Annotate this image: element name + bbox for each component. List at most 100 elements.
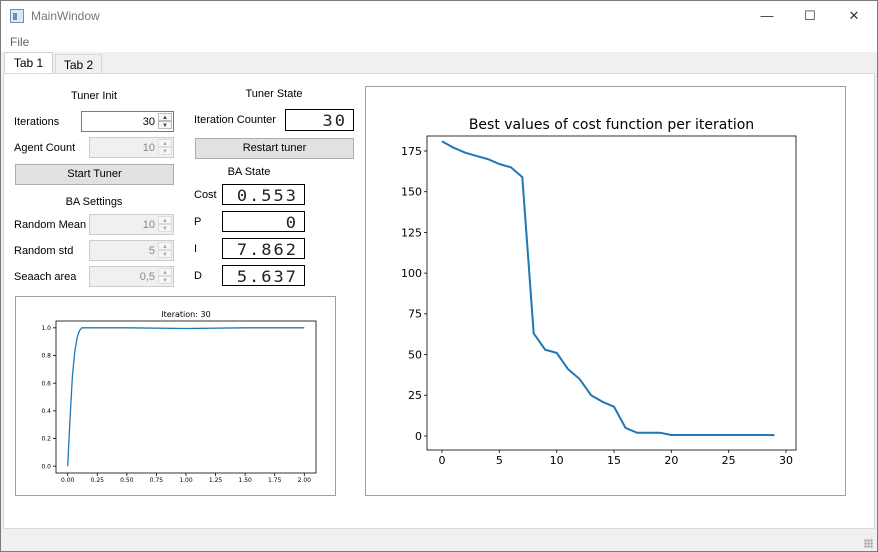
- x-tick-label: 0: [439, 454, 446, 467]
- search-area-spinbox: 0,5 ▲ ▼: [89, 266, 174, 287]
- x-tick-label: 2.00: [298, 477, 312, 484]
- maximize-button[interactable]: ☐: [804, 8, 816, 23]
- agent-count-value: 10: [142, 142, 155, 154]
- p-label: P: [194, 216, 202, 228]
- start-tuner-button[interactable]: Start Tuner: [15, 164, 174, 185]
- y-tick-label: 0.8: [41, 353, 51, 360]
- i-value: 7.862: [236, 240, 298, 260]
- iteration-counter-value: 30: [322, 111, 347, 131]
- tab-1-pane: Tuner Init Iterations 30 ▲ ▼ Agent Count …: [3, 73, 875, 529]
- x-tick-label: 30: [779, 454, 793, 467]
- d-label: D: [194, 270, 202, 282]
- menu-file[interactable]: File: [10, 35, 30, 49]
- y-tick-label: 0: [415, 430, 422, 443]
- x-tick-label: 15: [607, 454, 621, 467]
- x-tick-label: 25: [722, 454, 736, 467]
- title-bar[interactable]: MainWindow — ☐ ✕: [1, 1, 877, 32]
- y-tick-label: 75: [408, 308, 422, 321]
- series-line: [67, 327, 305, 467]
- p-lcd: 0: [222, 211, 305, 233]
- restart-tuner-button[interactable]: Restart tuner: [195, 138, 354, 159]
- cost-chart-panel: Best values of cost function per iterati…: [365, 86, 846, 496]
- cost-lcd: 0.553: [222, 184, 305, 206]
- y-tick-label: 0.6: [41, 380, 51, 387]
- d-value: 5.637: [236, 267, 298, 287]
- x-tick-label: 10: [550, 454, 564, 467]
- x-tick-label: 5: [496, 454, 503, 467]
- spin-down-icon: ▼: [158, 276, 172, 284]
- random-mean-label: Random Mean: [14, 219, 87, 231]
- y-tick-label: 1.0: [41, 325, 51, 332]
- x-tick-label: 1.50: [238, 477, 252, 484]
- chart-title: Best values of cost function per iterati…: [469, 117, 754, 133]
- chart-title: Iteration: 30: [161, 310, 210, 319]
- chart-frame: [55, 320, 317, 474]
- tuner-state-heading: Tuner State: [245, 88, 303, 100]
- iterations-label: Iterations: [14, 116, 60, 128]
- y-tick-label: 150: [401, 186, 422, 199]
- menu-bar: File: [1, 32, 877, 52]
- iterations-value: 30: [142, 116, 155, 128]
- cost-label: Cost: [194, 189, 217, 201]
- minimize-button[interactable]: —: [760, 8, 774, 23]
- i-label: I: [194, 243, 198, 255]
- spin-down-icon[interactable]: ▼: [158, 121, 172, 129]
- d-lcd: 5.637: [222, 265, 305, 287]
- tab-bar: Tab 1 Tab 2: [1, 52, 877, 74]
- status-bar: [1, 530, 877, 551]
- spin-down-icon: ▼: [158, 224, 172, 232]
- y-tick-label: 50: [408, 348, 422, 361]
- agent-count-spinbox: 10 ▲ ▼: [89, 137, 174, 158]
- tab-1[interactable]: Tab 1: [4, 52, 53, 74]
- spin-up-icon: ▲: [158, 242, 172, 250]
- search-area-value: 0,5: [139, 271, 155, 283]
- response-chart-panel: Iteration: 30 0.00 0.25 0.50 0.75 1.00 1.25 1.5…: [15, 296, 336, 496]
- agent-count-label: Agent Count: [14, 142, 76, 154]
- iteration-counter-label: Iteration Counter: [194, 114, 276, 126]
- x-tick-label: 1.00: [179, 477, 193, 484]
- app-window-icon: [10, 9, 24, 23]
- x-tick-label: 20: [664, 454, 678, 467]
- resize-grip-icon[interactable]: [864, 539, 873, 548]
- x-tick-label: 1.25: [209, 477, 223, 484]
- ba-state-heading: BA State: [227, 166, 271, 178]
- p-value: 0: [285, 213, 298, 233]
- spin-up-icon: ▲: [158, 268, 172, 276]
- x-tick-label: 0.75: [150, 477, 164, 484]
- spin-up-icon[interactable]: ▲: [158, 113, 172, 121]
- y-tick-label: 175: [401, 145, 422, 158]
- random-std-value: 5: [148, 245, 155, 257]
- response-chart: Iteration: 30 0.00 0.25 0.50 0.75 1.00 1.25 1.5…: [41, 310, 317, 484]
- random-std-label: Random std: [14, 245, 74, 257]
- series-line: [441, 140, 775, 437]
- iteration-counter-lcd: 30: [285, 109, 354, 131]
- y-tick-label: 100: [401, 267, 422, 280]
- i-lcd: 7.862: [222, 238, 305, 260]
- tuner-init-heading: Tuner Init: [70, 90, 118, 102]
- ba-settings-heading: BA Settings: [65, 196, 123, 208]
- tab-2[interactable]: Tab 2: [55, 54, 102, 74]
- y-tick-label: 0.4: [41, 408, 51, 415]
- cost-chart: Best values of cost function per iterati…: [401, 117, 797, 467]
- spin-up-icon: ▲: [158, 216, 172, 224]
- close-button[interactable]: ✕: [848, 8, 860, 23]
- x-tick-label: 0.00: [61, 477, 75, 484]
- x-tick-label: 1.75: [268, 477, 282, 484]
- x-tick-label: 0.25: [91, 477, 105, 484]
- y-tick-label: 0.0: [41, 463, 51, 470]
- spin-down-icon: ▼: [158, 250, 172, 258]
- cost-value: 0.553: [236, 186, 298, 206]
- iterations-spinbox[interactable]: 30 ▲ ▼: [81, 111, 174, 132]
- y-tick-label: 25: [408, 389, 422, 402]
- chart-frame: [426, 135, 797, 451]
- window-title: MainWindow: [31, 9, 100, 23]
- y-tick-label: 125: [401, 226, 422, 239]
- spin-down-icon: ▼: [158, 147, 172, 155]
- search-area-label: Seaach area: [14, 271, 77, 283]
- y-tick-label: 0.2: [41, 436, 51, 443]
- x-tick-label: 0.50: [120, 477, 134, 484]
- random-mean-value: 10: [142, 219, 155, 231]
- spin-up-icon: ▲: [158, 139, 172, 147]
- random-std-spinbox: 5 ▲ ▼: [89, 240, 174, 261]
